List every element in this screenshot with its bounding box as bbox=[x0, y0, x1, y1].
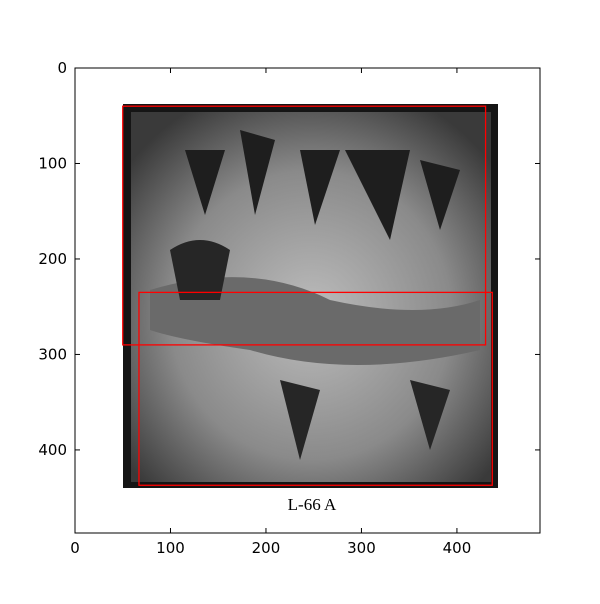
x-tick-label: 400 bbox=[443, 539, 472, 557]
x-tick-label: 0 bbox=[70, 539, 80, 557]
photo: L-66 A bbox=[123, 104, 498, 514]
y-tick-label: 300 bbox=[38, 345, 67, 363]
y-tick-label: 200 bbox=[38, 250, 67, 268]
axes-frame bbox=[74, 67, 541, 534]
x-tick-label: 200 bbox=[252, 539, 281, 557]
bounding-box bbox=[138, 291, 493, 486]
photo-caption: L-66 A bbox=[288, 495, 337, 514]
x-tick-label: 100 bbox=[156, 539, 185, 557]
y-tick-label: 100 bbox=[38, 154, 67, 172]
bounding-box bbox=[122, 105, 487, 346]
y-tick-label: 0 bbox=[57, 59, 67, 77]
x-tick-label: 300 bbox=[347, 539, 376, 557]
y-tick-label: 400 bbox=[38, 441, 67, 459]
